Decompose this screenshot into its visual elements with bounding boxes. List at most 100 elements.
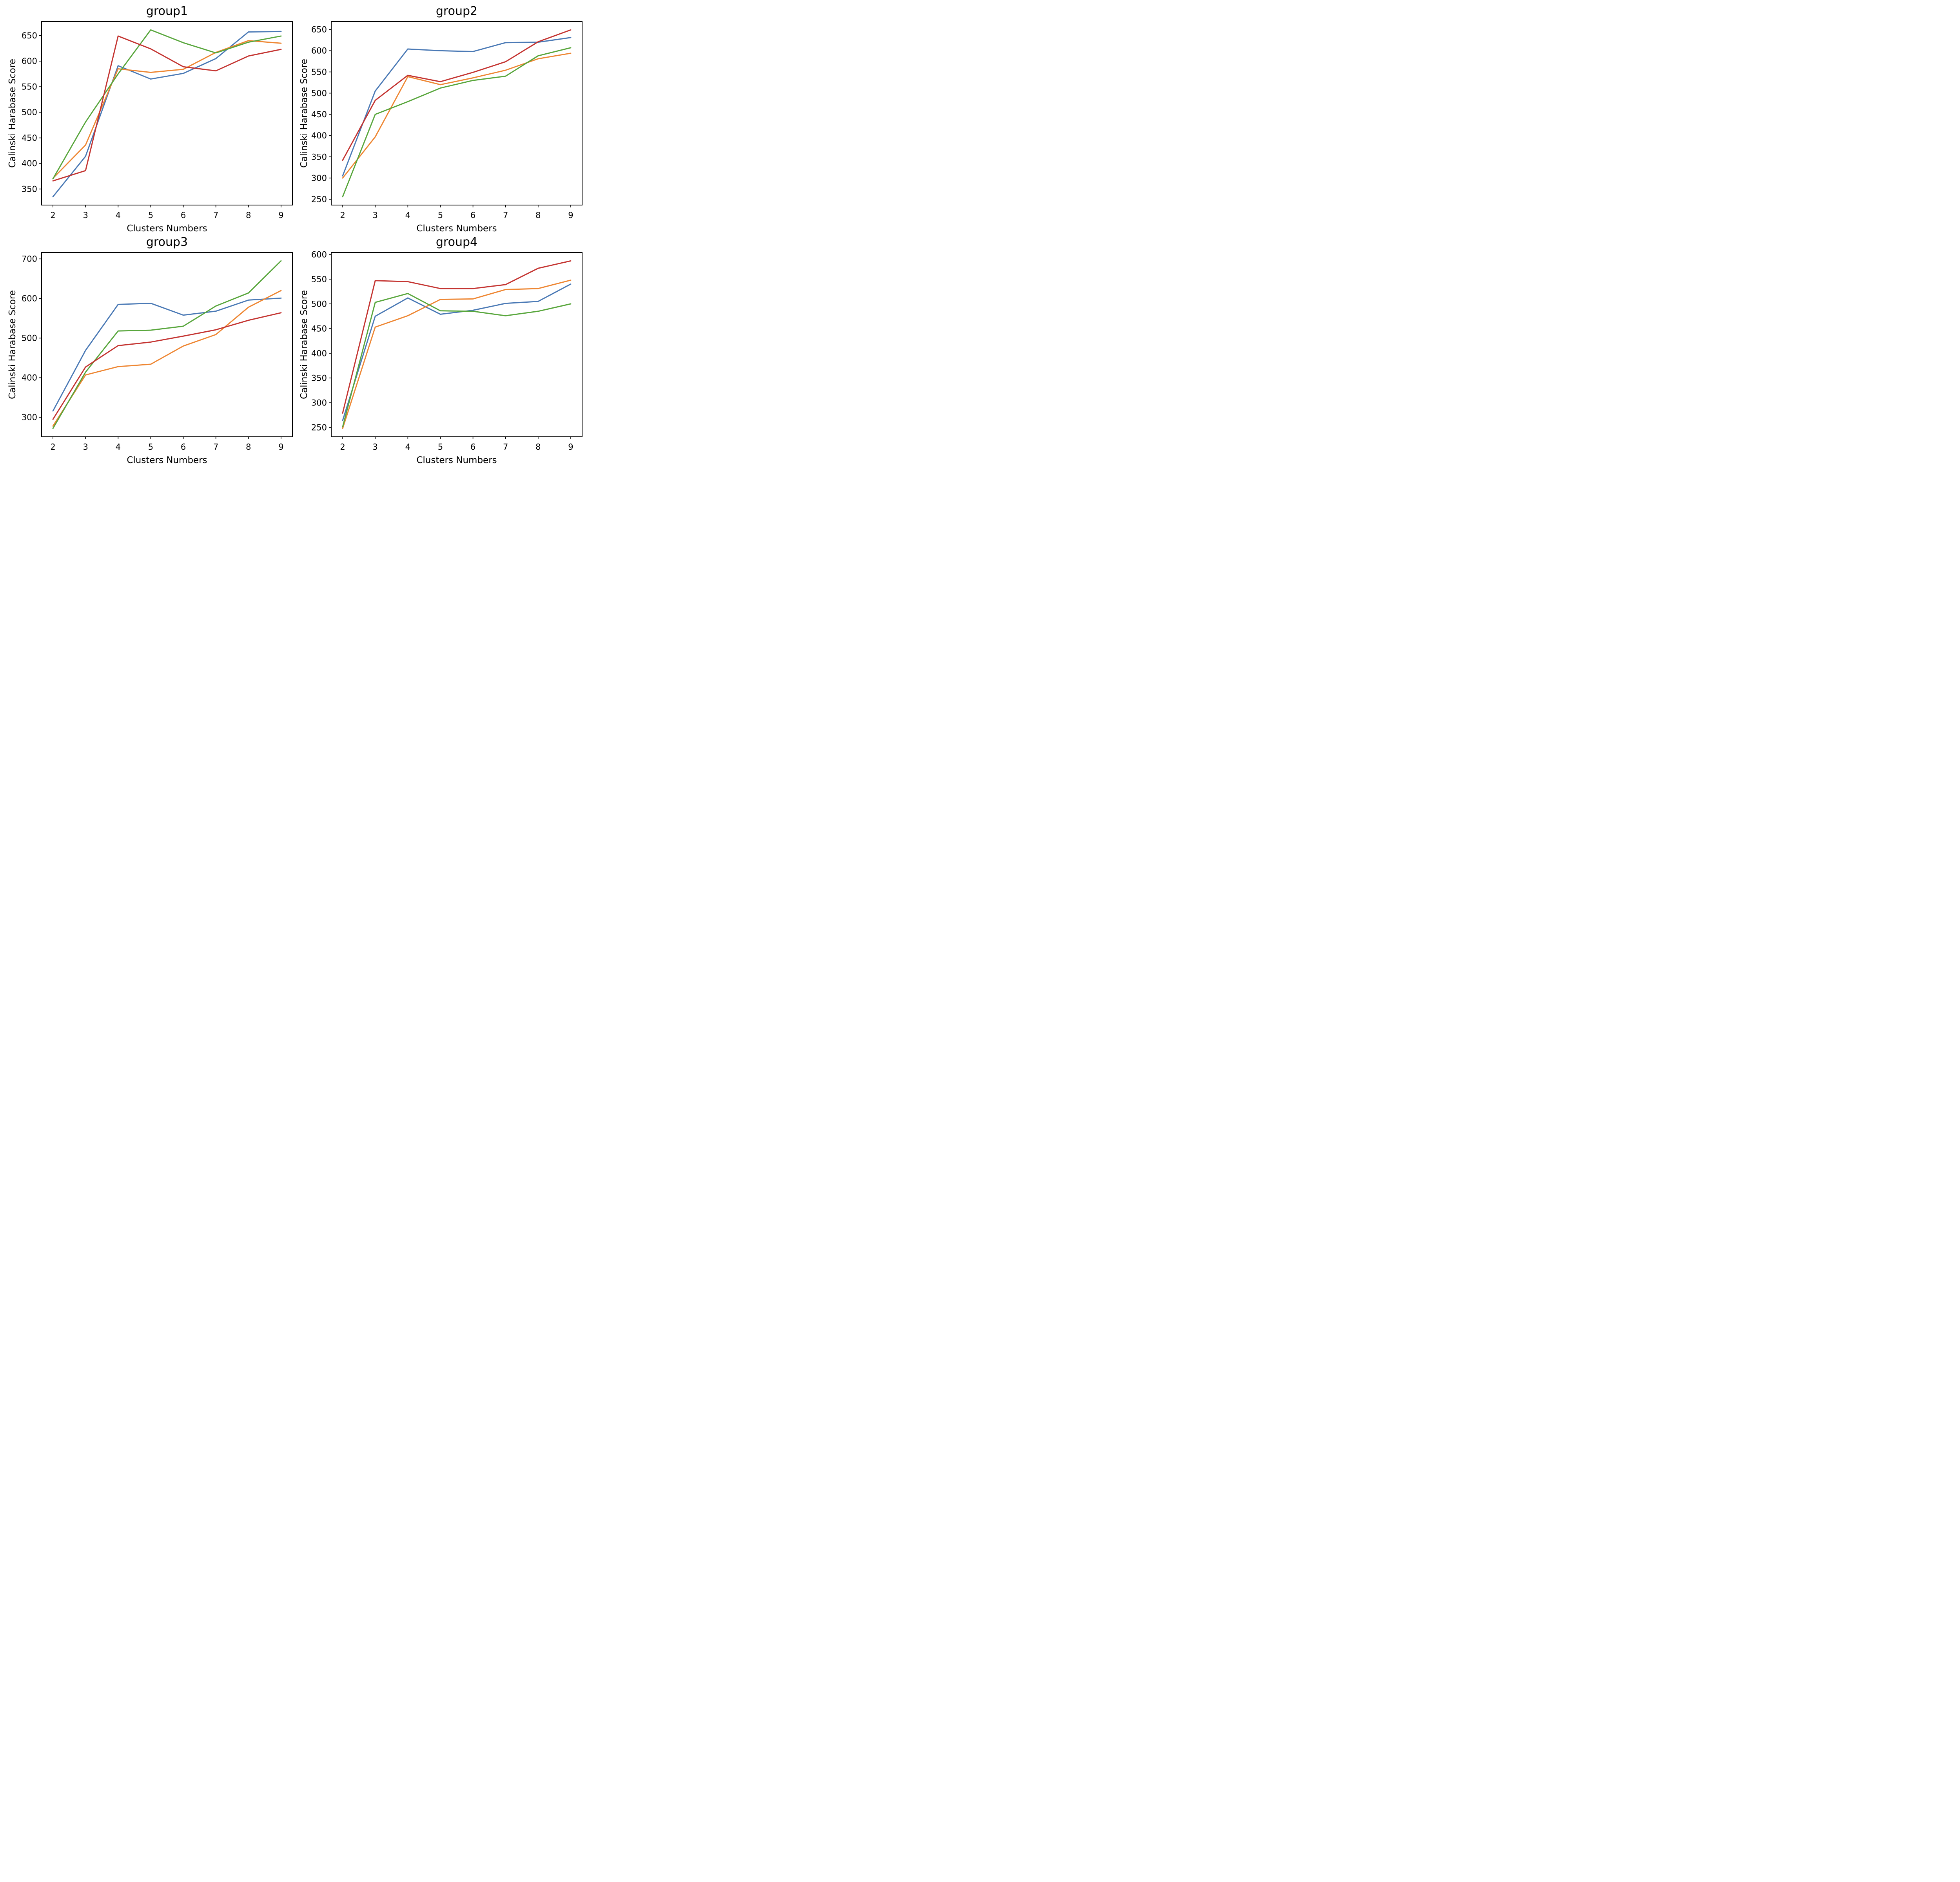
group1-line-blue — [52, 31, 282, 198]
subplot-group3: 300 400 500 600 700 2 3 4 5 6 7 8 9 group3 Clusters … — [0, 235, 294, 470]
y-tick-label: 650 — [22, 31, 37, 40]
y-tick-label: 400 — [22, 373, 37, 383]
y-tick-label: 600 — [22, 56, 37, 66]
y-tick-label: 600 — [22, 294, 37, 303]
y-tick-label: 550 — [22, 82, 37, 91]
x-tick-label: 6 — [470, 211, 475, 220]
y-tick-label: 500 — [311, 299, 327, 309]
x-tick-label: 4 — [116, 211, 121, 220]
figure-canvas: 350 400 450 500 550 600 650 2 3 4 5 6 7 8 9 group1 Clu… — [0, 0, 588, 470]
x-tick-label: 8 — [535, 211, 541, 220]
y-tick-label: 250 — [311, 423, 327, 432]
x-tick-label: 3 — [83, 211, 88, 220]
x-tick-label: 5 — [148, 211, 153, 220]
x-axis-label-group2: Clusters Numbers — [416, 223, 497, 234]
x-tick-label: 5 — [148, 442, 153, 452]
x-tick-label: 4 — [405, 442, 410, 452]
y-tick-label: 350 — [311, 152, 327, 162]
x-tick-label: 7 — [213, 442, 218, 452]
y-tick-label: 550 — [311, 67, 327, 77]
x-tick-label: 7 — [503, 442, 508, 452]
group1-line-orange — [52, 40, 282, 179]
y-tick-label: 450 — [311, 324, 327, 333]
x-tick-label: 7 — [213, 211, 218, 220]
x-tick-label: 4 — [116, 442, 121, 452]
y-tick-label: 400 — [22, 159, 37, 168]
x-tick-label: 4 — [405, 211, 410, 220]
group4-line-green — [342, 293, 572, 428]
x-tick-label: 8 — [246, 442, 251, 452]
y-tick-label: 450 — [311, 110, 327, 119]
group2-line-red — [342, 29, 572, 161]
x-axis-label-group3: Clusters Numbers — [127, 455, 207, 465]
y-axis-label-group3: Calinski Harabase Score — [7, 290, 18, 400]
x-tick-label: 3 — [373, 211, 378, 220]
y-tick-label: 700 — [22, 254, 37, 264]
x-tick-label: 2 — [50, 442, 55, 452]
y-tick-label: 650 — [311, 25, 327, 35]
x-tick-label: 3 — [83, 442, 88, 452]
y-axis-label-group4: Calinski Harabase Score — [299, 290, 309, 400]
plot-area-group1: 350 400 450 500 550 600 650 2 3 4 5 6 7 8 9 — [22, 21, 293, 220]
y-tick-label: 500 — [311, 89, 327, 98]
group4-line-red — [342, 260, 572, 414]
x-tick-label: 5 — [438, 211, 443, 220]
y-axis-label-group2: Calinski Harabase Score — [299, 58, 309, 168]
chart-title-group3: group3 — [146, 235, 188, 249]
y-tick-label: 300 — [311, 398, 327, 407]
x-tick-label: 2 — [340, 442, 345, 452]
subplot-group1: 350 400 450 500 550 600 650 2 3 4 5 6 7 8 9 group1 Clu… — [0, 0, 294, 235]
y-tick-label: 400 — [311, 131, 327, 140]
x-tick-label: 9 — [568, 442, 573, 452]
x-axis-label-group1: Clusters Numbers — [127, 223, 207, 234]
x-tick-label: 2 — [340, 211, 345, 220]
x-tick-label: 6 — [181, 211, 186, 220]
y-tick-label: 450 — [22, 133, 37, 143]
y-tick-label: 250 — [311, 195, 327, 204]
subplot-group2: 250 300 350 400 450 500 550 600 650 2 3 4 5 6 7 8 9 grou… — [294, 0, 588, 235]
group1-axes-spines — [41, 21, 293, 205]
group3-line-green — [52, 260, 282, 429]
subplot-group4: 250 300 350 400 450 500 550 600 2 3 4 5 6 7 8 9 group4 … — [294, 235, 588, 470]
x-tick-label: 3 — [373, 442, 378, 452]
y-tick-label: 350 — [22, 185, 37, 194]
group3-line-blue — [52, 297, 282, 412]
group2-line-orange — [342, 53, 572, 179]
group4-line-orange — [342, 280, 572, 429]
y-tick-label: 600 — [311, 46, 327, 56]
y-tick-label: 600 — [311, 250, 327, 259]
group3-line-orange — [52, 290, 282, 427]
y-tick-label: 350 — [311, 373, 327, 383]
x-tick-label: 6 — [181, 442, 186, 452]
y-tick-label: 300 — [22, 413, 37, 422]
x-tick-label: 8 — [535, 442, 541, 452]
plot-area-group2: 250 300 350 400 450 500 550 600 650 2 3 4 5 6 7 8 9 — [311, 21, 583, 220]
group1-line-red — [52, 35, 282, 182]
chart-title-group2: group2 — [436, 4, 478, 18]
group3-axes-spines — [41, 252, 293, 437]
plot-area-group4: 250 300 350 400 450 500 550 600 2 3 4 5 6 7 8 9 — [311, 250, 583, 452]
group1-line-green — [52, 29, 282, 180]
x-tick-label: 6 — [470, 442, 475, 452]
x-tick-label: 2 — [50, 211, 55, 220]
x-tick-label: 5 — [438, 442, 443, 452]
chart-title-group1: group1 — [146, 4, 188, 18]
y-axis-label-group1: Calinski Harabase Score — [7, 58, 18, 168]
x-tick-label: 7 — [503, 211, 508, 220]
group3-line-red — [52, 312, 282, 420]
group2-axes-spines — [331, 21, 583, 205]
y-tick-label: 500 — [22, 334, 37, 343]
y-tick-label: 400 — [311, 349, 327, 358]
y-tick-label: 300 — [311, 173, 327, 183]
group2-line-blue — [342, 37, 572, 177]
x-tick-label: 9 — [568, 211, 573, 220]
y-tick-label: 550 — [311, 274, 327, 284]
plot-area-group3: 300 400 500 600 700 2 3 4 5 6 7 8 9 — [22, 252, 293, 452]
x-tick-label: 9 — [278, 211, 283, 220]
x-tick-label: 9 — [278, 442, 283, 452]
group4-line-blue — [342, 283, 572, 421]
x-tick-label: 8 — [246, 211, 251, 220]
x-axis-label-group4: Clusters Numbers — [416, 455, 497, 465]
group4-axes-spines — [331, 252, 583, 437]
chart-title-group4: group4 — [436, 235, 478, 249]
